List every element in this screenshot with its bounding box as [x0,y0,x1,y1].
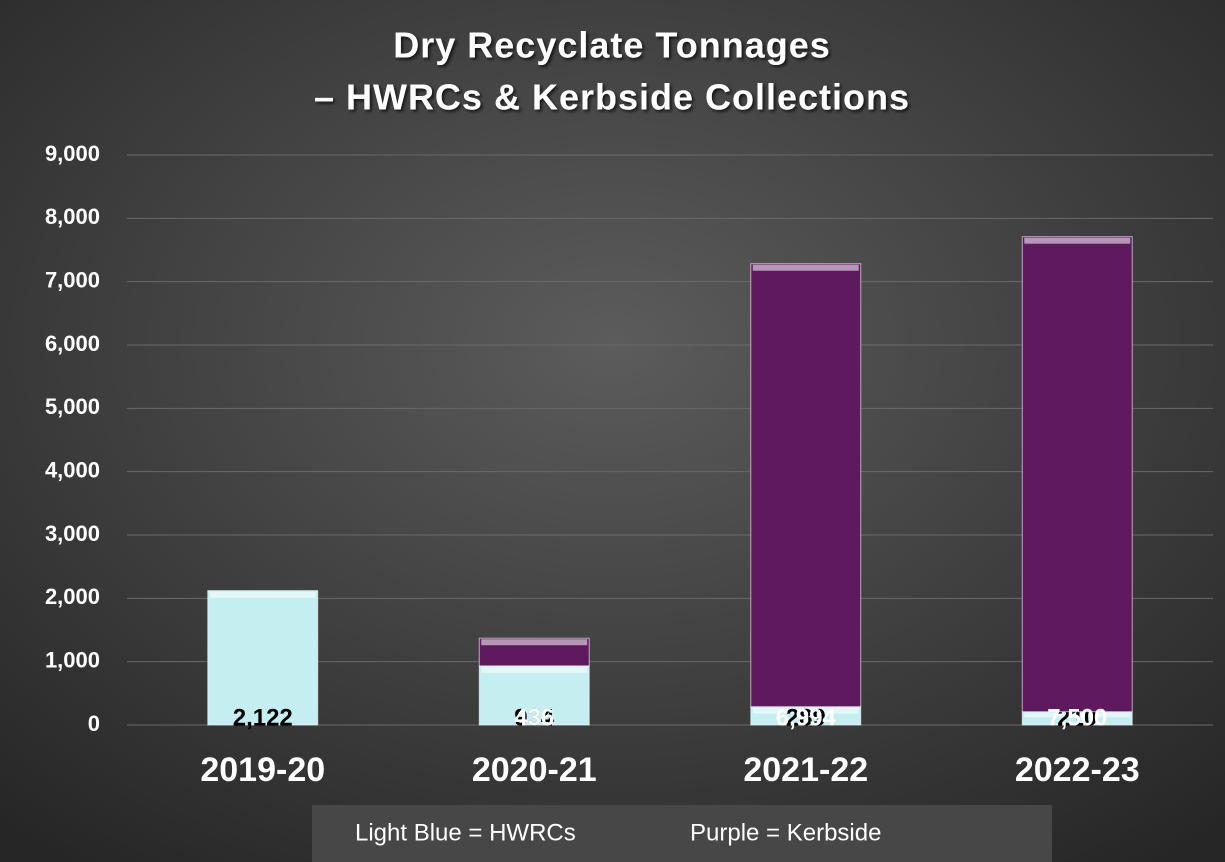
bar-bevel [1024,712,1131,718]
value-label: 934 [514,704,555,731]
x-tick-label: 2022-23 [1015,751,1140,789]
y-tick-label: 0 [88,711,100,736]
y-tick-label: 2,000 [45,584,100,609]
value-label: 436 [514,704,554,731]
y-tick-label: 4,000 [45,457,100,482]
bar-bevel [209,591,316,598]
value-label: 2,122 [233,704,293,731]
bar-bevel [481,666,588,673]
bar-segment [1021,236,1133,713]
bar-segment [478,665,590,726]
y-tick-label: 8,000 [45,204,100,229]
y-tick-label: 5,000 [45,394,100,419]
value-label: 289 [786,704,826,731]
x-tick-label: 2020-21 [472,751,597,789]
chart-title: – HWRCs & Kerbside Collections [314,77,910,118]
bar-bevel [1024,237,1131,244]
bar-bevel [752,707,859,714]
bar-bevel [481,639,588,646]
y-tick-label: 1,000 [45,647,100,672]
y-tick-label: 7,000 [45,267,100,292]
chart-title: Dry Recyclate Tonnages [393,25,831,66]
legend-label: Purple = Kerbside [690,819,881,846]
bar-bevel [752,264,859,271]
y-tick-label: 9,000 [45,141,100,166]
x-tick-label: 2021-22 [743,751,868,789]
value-label: 7,500 [1047,704,1107,731]
bar-segment [750,263,862,708]
legend-box [312,805,1052,862]
x-tick-label: 2019-20 [200,751,325,789]
legend-label: Light Blue = HWRCs [355,819,576,846]
y-tick-label: 3,000 [45,521,100,546]
bar-segment [207,590,319,726]
y-tick-label: 6,000 [45,331,100,356]
value-label: 6,994 [776,704,837,731]
